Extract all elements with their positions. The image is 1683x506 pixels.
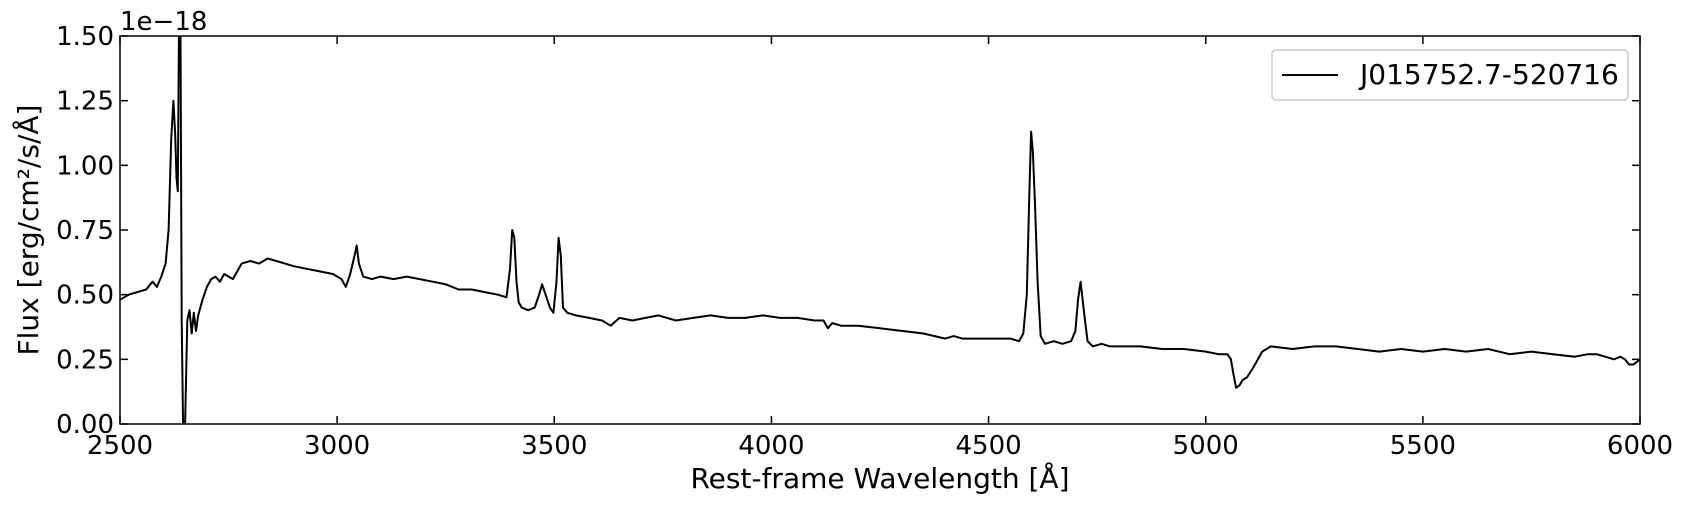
x-axis-ticks: 2500 3000 3500 4000 4500 5000 5500 6000 — [87, 36, 1673, 461]
x-tick-label: 5000 — [1173, 431, 1239, 461]
y-axis-multiplier: 1e−18 — [120, 7, 207, 37]
x-tick-label: 4000 — [738, 431, 804, 461]
y-tick-label: 1.25 — [56, 87, 114, 117]
series-line-j015752 — [120, 36, 1640, 424]
x-tick-label: 5500 — [1390, 431, 1456, 461]
x-tick-label: 3500 — [521, 431, 587, 461]
y-tick-label: 0.75 — [56, 216, 114, 246]
y-tick-label: 0.50 — [56, 281, 114, 311]
y-tick-label: 1.50 — [56, 22, 114, 52]
y-tick-label: 1.00 — [56, 151, 114, 181]
x-tick-label: 2500 — [87, 431, 153, 461]
legend: J015752.7-520716 — [1271, 49, 1629, 101]
y-axis-ticks: 0.00 0.25 0.50 0.75 1.00 1.25 1.50 — [56, 22, 1640, 440]
y-axis-label: Flux [erg/cm²/s/Å] — [11, 105, 45, 356]
plot-area — [120, 36, 1640, 424]
x-tick-label: 6000 — [1607, 431, 1673, 461]
legend-box — [1271, 49, 1629, 101]
legend-entry: J015752.7-520716 — [1358, 58, 1619, 91]
x-tick-label: 4500 — [955, 431, 1021, 461]
x-axis-label: Rest-frame Wavelength [Å] — [690, 461, 1069, 495]
x-tick-label: 3000 — [304, 431, 370, 461]
y-tick-label: 0.00 — [56, 410, 114, 440]
y-tick-label: 0.25 — [56, 345, 114, 375]
